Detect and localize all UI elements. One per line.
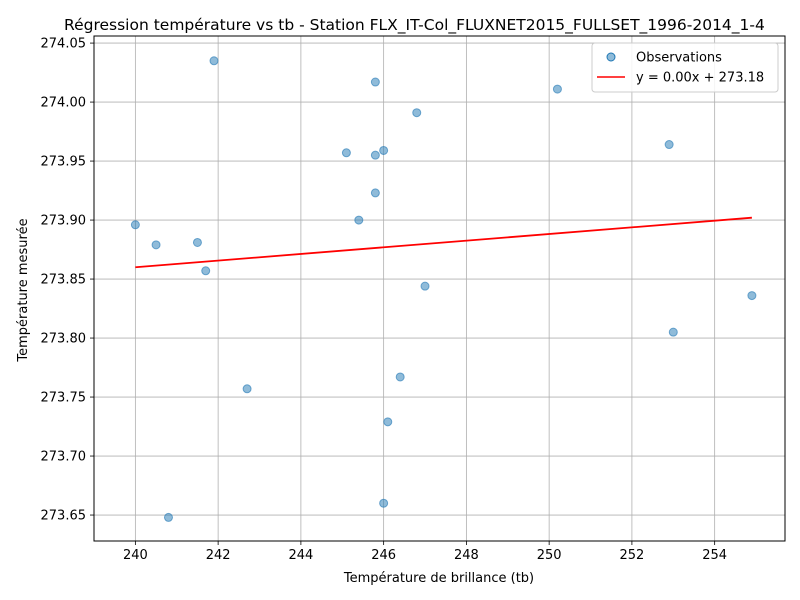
- observation-point: [664, 140, 674, 150]
- x-axis-title: Température de brillance (tb): [343, 571, 534, 586]
- observation-point: [379, 145, 389, 155]
- x-axis-ticks: 240 242 244 246 248 250 252 254: [123, 541, 727, 563]
- observation-point: [379, 498, 389, 508]
- observation-point: [383, 417, 393, 427]
- plot-area-frame: [93, 35, 786, 542]
- observation-point: [354, 215, 364, 225]
- x-tick-label: 242: [206, 548, 231, 563]
- y-tick-label: 273.75: [41, 391, 87, 406]
- y-axis-ticks: 273.65 273.70 273.75 273.80 273.85 273.90 273.…: [41, 37, 94, 524]
- y-axis-title: Température mesurée: [16, 218, 31, 362]
- observation-point: [370, 150, 380, 160]
- chart-title: Régression température vs tb - Station F…: [64, 16, 765, 35]
- observation-point: [201, 266, 211, 276]
- observation-point: [370, 188, 380, 198]
- observation-point: [412, 108, 422, 118]
- observation-point: [420, 281, 430, 291]
- y-tick-label: 274.00: [41, 96, 87, 111]
- legend-box: [591, 42, 779, 93]
- observation-point: [192, 237, 202, 247]
- x-tick-label: 246: [371, 548, 396, 563]
- observation-point: [370, 77, 380, 87]
- y-tick-label: 273.70: [41, 450, 87, 465]
- regression-line: [135, 216, 752, 269]
- observation-point: [552, 84, 562, 94]
- grid: [94, 36, 785, 541]
- legend: Observations y = 0.00x + 273.18: [591, 42, 779, 93]
- observation-point: [209, 56, 219, 66]
- y-tick-label: 273.90: [41, 214, 87, 229]
- y-tick-label: 274.05: [41, 37, 87, 52]
- observation-point: [395, 372, 405, 382]
- observation-point: [151, 240, 161, 250]
- regression-line-layer: [135, 216, 752, 269]
- x-tick-label: 252: [619, 548, 644, 563]
- observation-point: [341, 148, 351, 158]
- observation-point: [130, 220, 140, 230]
- y-tick-label: 273.80: [41, 332, 87, 347]
- x-tick-label: 254: [702, 548, 727, 563]
- x-tick-label: 250: [537, 548, 562, 563]
- y-tick-label: 273.65: [41, 509, 87, 524]
- observation-point: [242, 384, 252, 394]
- observation-point: [163, 512, 173, 522]
- y-tick-label: 273.85: [41, 273, 87, 288]
- x-tick-label: 244: [288, 548, 313, 563]
- observation-point: [747, 291, 757, 301]
- legend-marker-observations: [606, 52, 616, 62]
- x-tick-label: 248: [454, 548, 479, 563]
- legend-label-observations: Observations: [636, 51, 722, 66]
- legend-label-regression: y = 0.00x + 273.18: [636, 71, 764, 86]
- scatter-points: [130, 56, 757, 522]
- observation-point: [668, 327, 678, 337]
- y-tick-label: 273.95: [41, 155, 87, 170]
- x-tick-label: 240: [123, 548, 148, 563]
